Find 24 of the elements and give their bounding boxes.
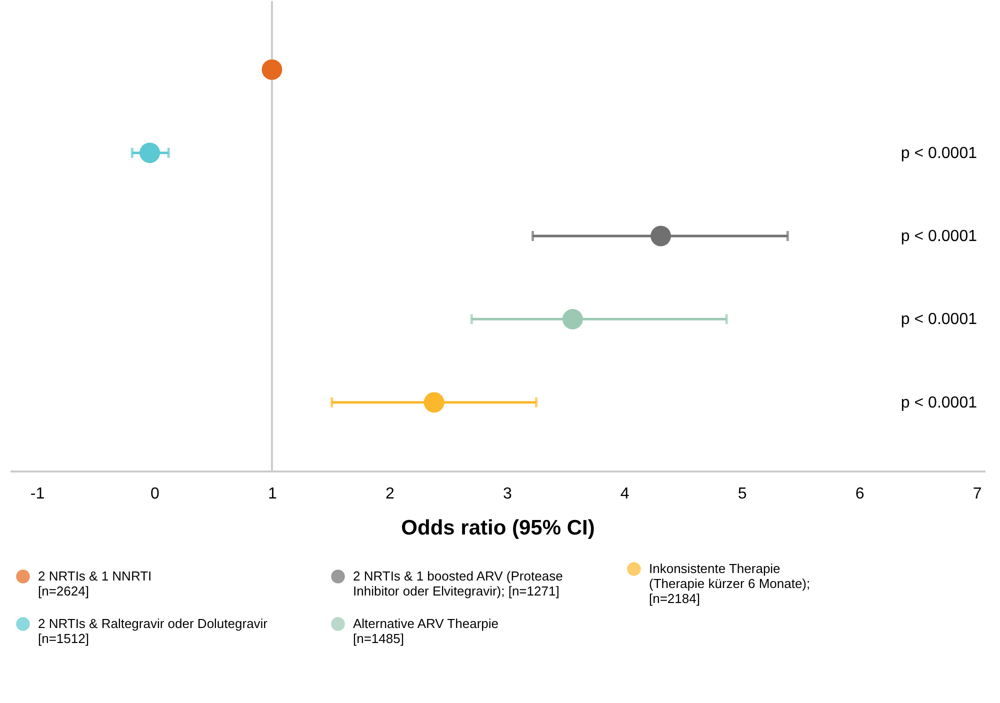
legend-label: 2 NRTIs & 1 boosted ARV (Protease Inhibitor oder Elvitegravir); [n=1271] <box>353 568 563 598</box>
x-tick-label: 4 <box>620 486 630 502</box>
legend-label: 2 NRTIs & 1 NNRTI [n=2624] <box>38 568 152 598</box>
annotation: p < 0.0001 <box>900 228 978 245</box>
x-tick-label: 2 <box>385 486 394 502</box>
x-tick-label: 5 <box>738 486 747 502</box>
x-tick-label: 7 <box>972 486 982 502</box>
point <box>424 392 444 413</box>
annotation: p < 0.0001 <box>900 311 978 328</box>
legend-label: 2 NRTIs & Raltegravir oder Dolutegravir [n=1512] <box>38 616 268 646</box>
point <box>650 226 672 246</box>
annotation: p < 0.0001 <box>900 394 978 412</box>
legend-label: Alternative ARV Thearpie [n=1485] <box>353 616 498 646</box>
x-tick-label: 3 <box>502 486 512 502</box>
x-tick-label: 1 <box>268 486 278 502</box>
point <box>140 142 160 164</box>
annotation: p < 0.0001 <box>900 144 978 162</box>
x-tick-label: 6 <box>855 486 864 502</box>
point <box>262 59 282 80</box>
x-tick-label: 0 <box>150 486 160 502</box>
x-tick-label: -1 <box>30 486 45 502</box>
point <box>562 308 583 330</box>
x-axis-title: Odds ratio (95% CI) <box>401 516 595 540</box>
legend-label: Inkonsistente Therapie (Therapie kürzer 6 Monate); [n=2184] <box>649 561 810 606</box>
